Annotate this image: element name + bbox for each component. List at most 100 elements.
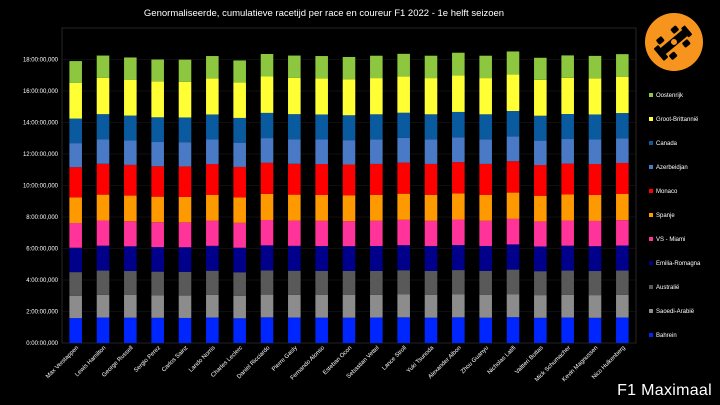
bar-segment <box>479 55 492 79</box>
bar-segment <box>588 295 602 318</box>
bar-segment <box>288 270 301 295</box>
bar-segment <box>315 56 328 79</box>
x-tick-label: Carlos Sainz <box>161 345 189 373</box>
x-tick-label: Valtteri Bottas <box>514 345 544 375</box>
bar-segment <box>315 317 328 343</box>
bar-segment <box>151 117 164 143</box>
x-tick-label: Yuki Tsunoda <box>406 345 436 375</box>
bar-segment <box>370 270 383 295</box>
bar-segment <box>151 166 164 197</box>
bar-segment <box>561 220 574 246</box>
bar-segment <box>151 295 164 318</box>
bar-segment <box>151 317 164 343</box>
x-tick-label: Lando Norris <box>188 345 217 374</box>
bar-stack <box>233 60 246 343</box>
bar-segment <box>288 163 301 195</box>
bar-segment <box>479 294 492 318</box>
bar-segment <box>69 247 82 273</box>
bar-segment <box>288 220 301 246</box>
bar-segment <box>534 115 547 141</box>
bar-segment <box>616 317 629 343</box>
bar-segment <box>124 57 137 80</box>
bar-segment <box>233 318 246 343</box>
bar-stack <box>124 57 137 343</box>
bar-segment <box>233 60 246 83</box>
bar-segment <box>315 164 328 195</box>
bar-segment <box>616 245 629 271</box>
bar-segment <box>288 194 301 221</box>
bar-segment <box>452 219 465 246</box>
bar-segment <box>424 245 438 271</box>
bar-segment <box>616 113 629 139</box>
legend-label: Australië <box>656 285 680 291</box>
race-car-icon <box>645 13 703 71</box>
bar-segment <box>534 79 547 116</box>
bar-segment <box>233 247 246 273</box>
bar-segment <box>342 115 356 141</box>
bar-segment <box>342 221 356 247</box>
legend-item: Australië <box>649 285 680 291</box>
bar-segment <box>588 78 602 115</box>
bar-segment <box>506 269 520 295</box>
bar-stack <box>452 52 465 343</box>
bar-segment <box>178 81 192 118</box>
bar-segment <box>588 271 602 296</box>
bar-segment <box>506 192 520 219</box>
bar-segment <box>288 77 301 115</box>
bar-segment <box>506 111 520 137</box>
legend-swatch <box>649 213 653 217</box>
y-tick-label: 6:00:00,000 <box>26 247 58 253</box>
bar-segment <box>96 139 110 164</box>
bar-segment <box>479 114 492 140</box>
bar-segment <box>561 194 574 221</box>
bar-segment <box>69 61 82 83</box>
bar-segment <box>370 317 383 343</box>
bar-segment <box>561 113 574 140</box>
bar-segment <box>452 270 465 295</box>
legend-item: Saoedi-Arabië <box>649 309 695 315</box>
bar-segment <box>260 294 274 318</box>
bar-segment <box>534 295 547 318</box>
bar-segment <box>479 270 492 295</box>
bar-segment <box>260 193 274 220</box>
bar-segment <box>178 166 192 197</box>
watermark: F1 Maximaal <box>617 382 712 399</box>
bar-segment <box>206 294 219 318</box>
bar-segment <box>479 163 492 195</box>
bar-segment <box>561 294 574 318</box>
bar-segment <box>370 294 383 318</box>
bar-segment <box>124 79 137 116</box>
bar-segment <box>424 163 438 195</box>
bar-segment <box>178 247 192 272</box>
legend-swatch <box>649 189 653 193</box>
legend-swatch <box>649 93 653 97</box>
bar-segment <box>206 317 219 343</box>
bar-segment <box>151 247 164 272</box>
legend-label: Emilia-Romagna <box>656 261 701 267</box>
legend-swatch <box>649 141 653 145</box>
bar-segment <box>506 161 520 193</box>
bar-segment <box>288 245 301 271</box>
bar-segment <box>260 270 274 295</box>
bar-segment <box>561 270 574 295</box>
bar-segment <box>479 317 492 343</box>
legend-swatch <box>649 285 653 289</box>
bar-segment <box>151 196 164 223</box>
bar-segment <box>124 317 137 343</box>
y-tick-label: 14:00:00,000 <box>23 121 59 127</box>
bar-segment <box>315 245 328 271</box>
bar-segment <box>178 271 192 296</box>
bar-segment <box>342 270 356 295</box>
bar-segment <box>424 317 438 343</box>
legend-item: Emilia-Romagna <box>649 261 701 267</box>
bar-segment <box>370 163 383 195</box>
bar-segment <box>178 59 192 82</box>
bar-segment <box>588 317 602 343</box>
legend-item: Canada <box>649 141 678 147</box>
bar-segment <box>315 270 328 295</box>
bar-segment <box>342 164 356 196</box>
bar-segment <box>342 195 356 222</box>
bar-segment <box>424 139 438 164</box>
